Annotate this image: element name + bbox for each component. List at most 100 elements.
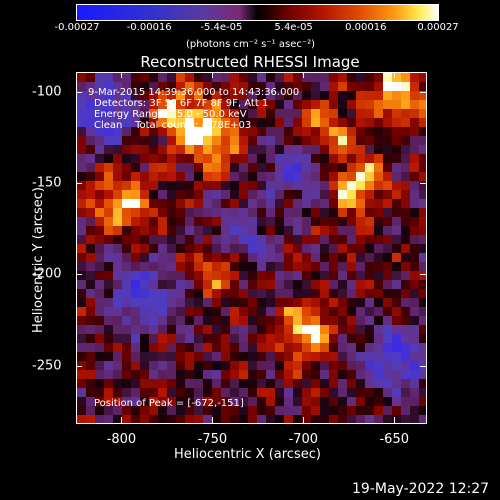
heatmap-cell (95, 370, 105, 380)
heatmap-cell (185, 280, 195, 290)
heatmap-cell (194, 127, 204, 137)
heatmap-cell (410, 127, 420, 137)
heatmap-cell (338, 370, 348, 380)
heatmap-cell (140, 325, 150, 335)
heatmap-cell (374, 163, 384, 173)
heatmap-cell (176, 388, 186, 398)
heatmap-cell (284, 415, 294, 423)
heatmap-cell (113, 325, 123, 335)
heatmap-cell (392, 127, 402, 137)
heatmap-cell (338, 298, 348, 308)
heatmap-cell (329, 379, 339, 389)
heatmap-cell (167, 334, 177, 344)
heatmap-cell (365, 253, 375, 263)
heatmap-cell (149, 253, 159, 263)
heatmap-cell (167, 262, 177, 272)
heatmap-cell (311, 343, 321, 353)
heatmap-cell (392, 118, 402, 128)
heatmap-cell (113, 307, 123, 317)
heatmap-cell (347, 352, 357, 362)
heatmap-cell (257, 208, 267, 218)
heatmap-cell (338, 325, 348, 335)
heatmap-cell (383, 316, 393, 326)
heatmap-cell (131, 172, 141, 182)
y-tick-mark (420, 183, 426, 185)
heatmap-cell (392, 415, 402, 423)
heatmap-cell (293, 334, 303, 344)
heatmap-cell (410, 109, 420, 119)
y-axis-label: Heliocentric Y (arcsec) (31, 187, 46, 333)
heatmap-cell (113, 172, 123, 182)
heatmap-cell (185, 109, 195, 119)
heatmap-cell (347, 235, 357, 245)
heatmap-cell (185, 244, 195, 254)
heatmap-cell (158, 388, 168, 398)
heatmap-cell (239, 379, 249, 389)
heatmap-cell (239, 289, 249, 299)
heatmap-cell (104, 415, 114, 423)
colorbar (76, 4, 439, 21)
heatmap-cell (302, 136, 312, 146)
heatmap-cell (419, 208, 426, 218)
y-tick-label: -250 (32, 358, 62, 374)
heatmap-cell (167, 298, 177, 308)
x-tick-mark (212, 417, 214, 423)
y-tick-mark (420, 274, 426, 276)
heatmap-cell (419, 316, 426, 326)
heatmap-cell (257, 199, 267, 209)
heatmap-cell (86, 262, 96, 272)
heatmap-cell (392, 325, 402, 335)
heatmap-cell (221, 190, 231, 200)
heatmap-cell (374, 91, 384, 101)
heatmap-cell (410, 307, 420, 317)
heatmap-cell (131, 343, 141, 353)
heatmap-cell (356, 316, 366, 326)
heatmap-cell (356, 91, 366, 101)
heatmap-cell (329, 100, 339, 110)
heatmap-cell (311, 325, 321, 335)
heatmap-cell (329, 136, 339, 146)
heatmap-cell (383, 406, 393, 416)
x-tick-label: -800 (106, 432, 137, 447)
heatmap-cell (149, 316, 159, 326)
heatmap-cell (185, 271, 195, 281)
heatmap-cell (86, 91, 96, 101)
heatmap-cell (311, 280, 321, 290)
heatmap-cell (113, 181, 123, 191)
heatmap-cell (149, 172, 159, 182)
heatmap-cell (176, 415, 186, 423)
heatmap-cell (266, 163, 276, 173)
heatmap-cell (167, 91, 177, 101)
heatmap-cell (221, 235, 231, 245)
heatmap-cell (203, 226, 213, 236)
heatmap-cell (356, 334, 366, 344)
heatmap-cell (302, 226, 312, 236)
heatmap-cell (149, 415, 159, 423)
heatmap-cell (140, 334, 150, 344)
heatmap-cell (86, 415, 96, 423)
heatmap-cell (338, 271, 348, 281)
heatmap-cell (194, 253, 204, 263)
heatmap-cell (284, 190, 294, 200)
heatmap-cell (212, 379, 222, 389)
heatmap-cell (248, 145, 258, 155)
heatmap-cell (284, 325, 294, 335)
heatmap-cell (158, 244, 168, 254)
heatmap-cell (275, 172, 285, 182)
heatmap-cell (140, 352, 150, 362)
heatmap-cell (329, 163, 339, 173)
heatmap-cell (140, 388, 150, 398)
heatmap-cell (122, 226, 132, 236)
heatmap-cell (221, 73, 231, 83)
heatmap-cell (302, 262, 312, 272)
heatmap-cell (365, 109, 375, 119)
heatmap-cell (86, 118, 96, 128)
heatmap-cell (203, 109, 213, 119)
heatmap-cell (167, 136, 177, 146)
heatmap-cell (410, 379, 420, 389)
heatmap-cell (248, 208, 258, 218)
heatmap-cell (158, 118, 168, 128)
heatmap-cell (221, 343, 231, 353)
heatmap-cell (329, 109, 339, 119)
colorbar-tick-label: -0.00027 (54, 22, 100, 33)
